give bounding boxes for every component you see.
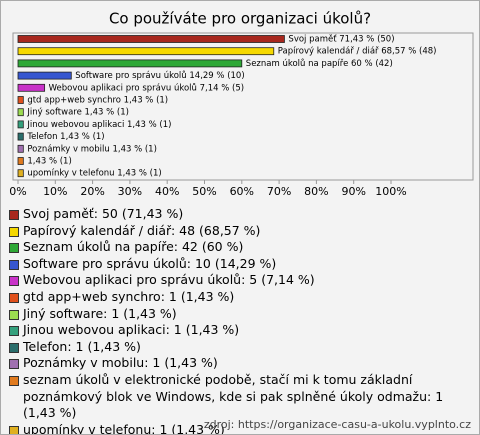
bar-label: upomínky v telefonu 1,43 % (1) xyxy=(27,169,161,179)
legend-label: seznam úkolů v elektronické podobě, stač… xyxy=(23,371,444,421)
legend-item: upomínky v telefonu: 1 (1,43 %) xyxy=(9,421,471,435)
bar xyxy=(17,47,275,56)
legend-swatch xyxy=(9,425,19,434)
bar xyxy=(17,71,72,80)
bar-label: gtd app+web synchro 1,43 % (1) xyxy=(27,96,168,106)
x-tick-label: 70% xyxy=(267,185,291,198)
plot: Co používáte pro organizaci úkolů? 0% 10%… xyxy=(9,10,474,198)
bar xyxy=(17,108,24,117)
legend-swatch xyxy=(9,309,19,320)
legend-item: Papírový kalendář / diář: 48 (68,57 %) xyxy=(9,223,471,240)
legend-swatch xyxy=(9,276,19,287)
bar-label: Webovou aplikaci pro správu úkolů 7,14 %… xyxy=(49,82,244,93)
bar xyxy=(17,132,24,141)
bar xyxy=(17,83,46,92)
bar xyxy=(17,169,24,178)
legend-label: Jinou webovou aplikaci: 1 (1,43 %) xyxy=(23,322,240,338)
legend-label: Svoj paměť: 50 (71,43 %) xyxy=(23,206,184,221)
bar xyxy=(17,120,24,129)
legend-item: Webovou aplikaci pro správu úkolů: 5 (7,… xyxy=(9,272,471,289)
bar-label: Jiný software 1,43 % (1) xyxy=(26,108,129,118)
legend-swatch xyxy=(9,359,19,370)
legend-item: Svoj paměť: 50 (71,43 %) xyxy=(9,206,471,223)
legend-swatch xyxy=(9,342,19,353)
legend-swatch xyxy=(9,226,19,237)
bar xyxy=(17,157,24,165)
legend-label: Seznam úkolů na papíře: 42 (60 %) xyxy=(23,239,244,255)
bar-label: Telefon 1,43 % (1) xyxy=(26,132,104,142)
x-tick-label: 80% xyxy=(304,185,328,198)
bar xyxy=(17,35,285,43)
legend-swatch xyxy=(9,326,19,337)
chart-title: Co používáte pro organizaci úkolů? xyxy=(109,10,371,28)
x-tick-label: 100% xyxy=(375,185,406,198)
legend-label: Telefon: 1 (1,43 %) xyxy=(23,338,141,354)
legend-label: gtd app+web synchro: 1 (1,43 %) xyxy=(23,288,235,304)
legend-item: Seznam úkolů na papíře: 42 (60 %) xyxy=(9,239,471,256)
legend-item: gtd app+web synchro: 1 (1,43 %) xyxy=(9,289,471,306)
legend-label: Papírový kalendář / diář: 48 (68,57 %) xyxy=(23,222,261,238)
bar-label: Poznámky v mobilu 1,43 % (1) xyxy=(27,144,157,154)
bar-label: 1,43 % (1) xyxy=(27,157,71,167)
plot-frame xyxy=(12,32,474,181)
legend-item: Telefon: 1 (1,43 %) xyxy=(9,339,471,356)
x-tick-label: 30% xyxy=(118,185,142,198)
x-tick-label: 40% xyxy=(155,185,179,198)
bar-label: Software pro správu úkolů 14,29 % (10) xyxy=(75,70,244,81)
legend-label: Jiný software: 1 (1,43 %) xyxy=(23,305,177,321)
legend-swatch xyxy=(9,292,19,303)
x-tick-label: 60% xyxy=(230,185,254,198)
legend-swatch xyxy=(9,243,19,254)
legend-item: Poznámky v mobilu: 1 (1,43 %) xyxy=(9,355,471,372)
x-tick-label: 10% xyxy=(43,185,67,198)
legend-label: Webovou aplikaci pro správu úkolů: 5 (7,… xyxy=(23,272,315,288)
x-tick-label: 50% xyxy=(192,185,216,198)
legend-swatch xyxy=(9,259,19,270)
legend-swatch xyxy=(9,375,19,386)
legend-item: Jiný software: 1 (1,43 %) xyxy=(9,306,471,323)
bar-label: Jinou webovou aplikaci 1,43 % (1) xyxy=(26,120,171,130)
legend-item: Jinou webovou aplikaci: 1 (1,43 %) xyxy=(9,322,471,339)
legend: Svoj paměť: 50 (71,43 %) Papírový kalendá… xyxy=(9,206,471,435)
legend-label: Poznámky v mobilu: 1 (1,43 %) xyxy=(23,355,218,371)
x-tick-label: 0% xyxy=(9,185,26,198)
source: zdroj: https://organizace-casu-a-ukolu.v… xyxy=(203,418,471,431)
legend-item: seznam úkolů v elektronické podobě, stač… xyxy=(9,372,471,422)
bar-label: Seznam úkolů na papíře 60 % (42) xyxy=(246,58,393,69)
bar xyxy=(17,96,24,104)
legend-label: upomínky v telefonu: 1 (1,43 %) xyxy=(23,421,225,435)
bar-label: Papírový kalendář / diář 68,57 % (48) xyxy=(278,47,437,57)
legend-label: Software pro správu úkolů: 10 (14,29 %) xyxy=(23,255,277,271)
bar xyxy=(17,144,24,153)
bar xyxy=(17,59,243,68)
x-tick-label: 90% xyxy=(341,185,365,198)
legend-swatch xyxy=(9,210,19,220)
bar-label: Svoj paměť 71,43 % (50) xyxy=(288,35,394,45)
x-tick-label: 20% xyxy=(80,185,104,198)
legend-item: Software pro správu úkolů: 10 (14,29 %) xyxy=(9,256,471,273)
